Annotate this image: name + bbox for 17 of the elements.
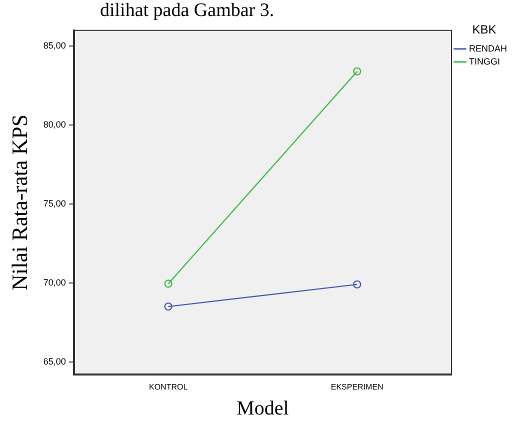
y-tick-label: 65,00 (43, 356, 66, 366)
legend-label: RENDAH (468, 43, 508, 54)
x-tick-label: EKSPERIMEN (330, 382, 384, 392)
x-tick-label: KONTROL (148, 382, 188, 392)
legend-label: TINGGI (468, 56, 500, 66)
text: dilihat pada Gambar 3. (99, 0, 276, 22)
point (164, 302, 172, 311)
point (353, 280, 362, 289)
legend-title: KBK (472, 22, 496, 36)
y-tick-label: 80,00 (43, 120, 66, 130)
point (353, 67, 362, 76)
point (164, 280, 172, 288)
y-tick-label: 85,00 (43, 40, 66, 51)
y-tick-label: 70,00 (43, 277, 66, 288)
x-axis-title: Model (236, 397, 290, 420)
y-tick-label: 75,00 (43, 198, 66, 208)
y-axis-title: Nilai Rata-rata KPS (6, 114, 32, 290)
